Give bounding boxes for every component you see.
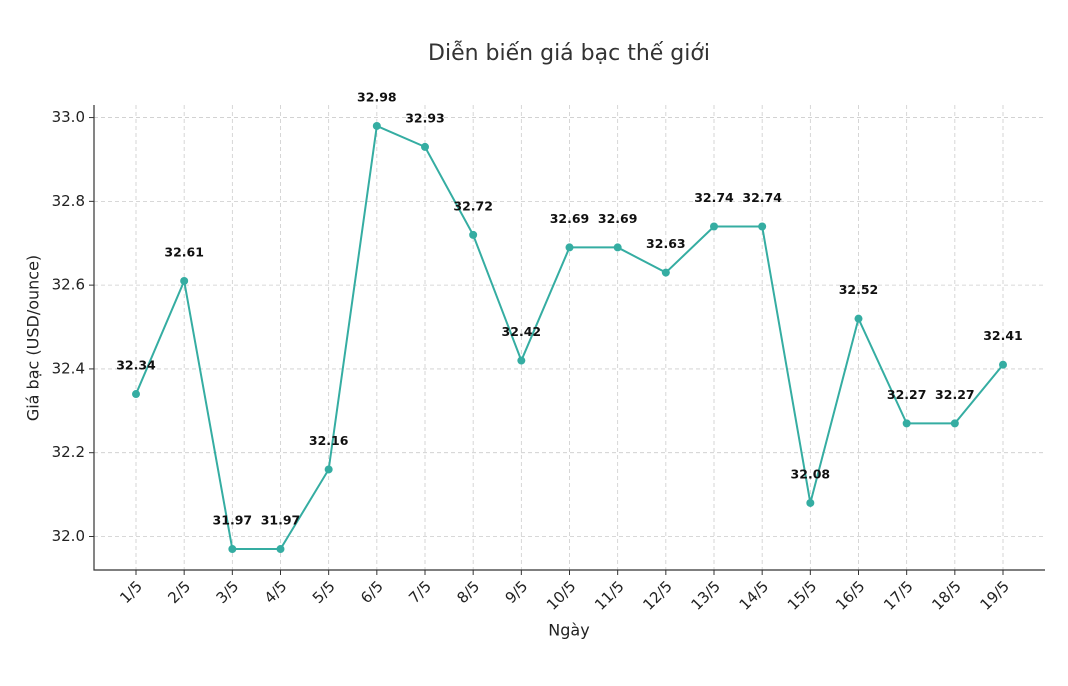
point (324, 465, 333, 474)
data-label: 32.74 (694, 190, 734, 205)
data-label: 32.42 (502, 324, 542, 339)
chart-title: Diễn biến giá bạc thế giới (428, 40, 710, 66)
data-label: 32.72 (453, 198, 493, 213)
point (180, 276, 189, 285)
data-label: 32.61 (164, 244, 204, 259)
point (613, 243, 622, 252)
point (421, 142, 429, 151)
point (710, 222, 718, 231)
point (854, 314, 863, 323)
point (469, 230, 478, 239)
y-tick-label: 32.8 (52, 192, 85, 210)
data-label: 32.08 (791, 466, 831, 481)
x-axis-label: Ngày (548, 621, 589, 640)
point (758, 222, 767, 231)
y-tick-label: 32.6 (52, 276, 85, 294)
y-tick-label: 32.4 (52, 359, 85, 377)
data-label: 32.98 (357, 89, 397, 104)
data-label: 32.41 (983, 328, 1023, 343)
y-tick-label: 33.0 (52, 108, 85, 126)
data-label: 32.93 (405, 110, 445, 125)
data-label: 31.97 (213, 513, 253, 528)
point (517, 356, 526, 365)
point (806, 498, 815, 507)
point (276, 545, 285, 554)
data-label: 31.97 (261, 513, 301, 528)
point (132, 390, 140, 399)
data-label: 32.27 (935, 387, 975, 402)
data-label: 32.63 (646, 236, 686, 251)
point (999, 360, 1007, 369)
data-label: 32.52 (839, 282, 879, 297)
point (372, 121, 381, 130)
data-label: 32.69 (598, 211, 638, 226)
data-label: 32.27 (887, 387, 927, 402)
point (661, 268, 670, 277)
data-label: 32.16 (309, 433, 349, 448)
point (950, 419, 959, 428)
y-tick-label: 32.0 (52, 527, 85, 545)
data-label: 32.69 (550, 211, 590, 226)
y-axis-label: Giá bạc (USD/ounce) (24, 255, 43, 421)
point (228, 545, 237, 554)
data-label: 32.74 (742, 190, 782, 205)
data-label: 32.34 (116, 358, 156, 373)
point (902, 419, 911, 428)
point (565, 243, 574, 252)
y-tick-label: 32.2 (52, 443, 85, 461)
axis (93, 105, 1045, 571)
